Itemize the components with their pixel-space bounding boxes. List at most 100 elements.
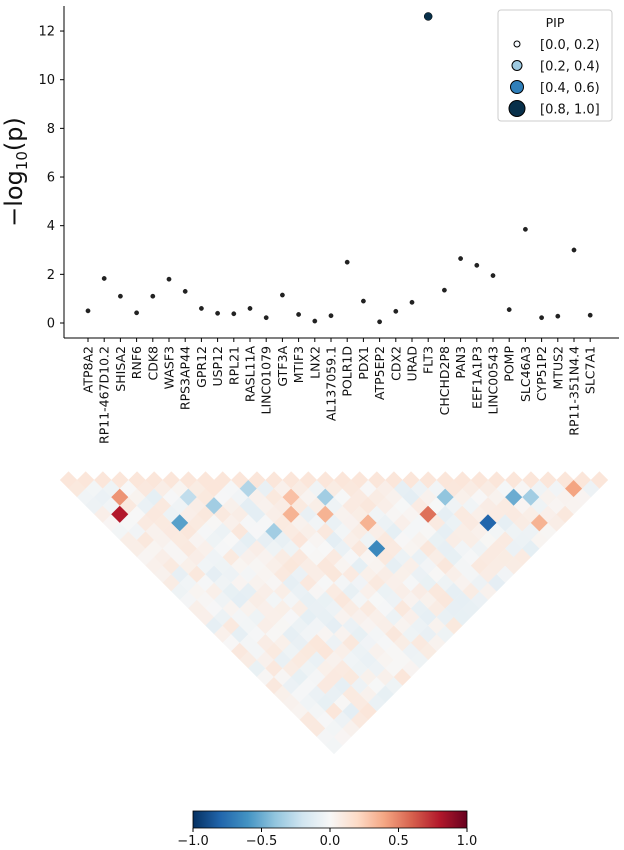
data-point	[263, 315, 269, 320]
data-point	[587, 312, 593, 318]
data-point	[361, 298, 366, 304]
x-tick-label: ATP8A2	[81, 346, 96, 393]
x-tick-label: WASF3	[162, 346, 177, 389]
data-point	[296, 312, 301, 317]
x-tick-label: CYP51P2	[534, 346, 549, 401]
y-tick-label: 4	[47, 219, 55, 234]
y-tick-label: 6	[47, 171, 55, 186]
data-point	[150, 293, 156, 299]
x-tick-label: ATP5EP2	[372, 346, 387, 400]
y-tick-label: 10	[38, 73, 55, 88]
legend-label: [0.0, 0.2)	[540, 38, 600, 53]
data-point	[458, 256, 463, 261]
x-tick-label: POLR1D	[340, 346, 355, 397]
y-axis-label: −log10(p)	[0, 117, 31, 227]
x-tick-label: SLC7A1	[583, 346, 598, 394]
y-ticks: 0 2 4 6 8 10 12	[38, 25, 64, 332]
colorbar-tick-label: 0.0	[320, 834, 341, 849]
legend-title: PIP	[546, 15, 565, 30]
data-point	[393, 308, 399, 314]
colorbar: −1.0 −0.5 0.0 0.5 1.0	[177, 810, 477, 849]
x-tick-label: RNF6	[129, 346, 144, 379]
data-point	[312, 318, 318, 324]
data-point	[490, 273, 496, 278]
legend-marker	[510, 80, 524, 94]
data-point	[247, 306, 253, 311]
data-point	[571, 247, 577, 253]
colorbar-tick-label: 0.5	[388, 834, 409, 849]
data-point	[328, 313, 334, 319]
data-point	[101, 276, 107, 281]
y-tick-label: 2	[47, 268, 55, 283]
x-tick-label: FLT3	[421, 346, 436, 374]
data-point	[231, 311, 237, 317]
x-tick-label: RP11-467D10.2	[97, 346, 112, 444]
data-point	[474, 262, 480, 268]
x-tick-label: PAN3	[453, 346, 468, 379]
legend-label: [0.2, 0.4)	[540, 60, 600, 75]
data-point	[85, 308, 91, 314]
colorbar-tick-label: −0.5	[246, 834, 278, 849]
x-tick-label: CDX2	[388, 346, 403, 381]
data-point	[409, 299, 415, 305]
x-tick-label: CHCHD2P8	[437, 346, 452, 415]
data-point	[377, 319, 382, 325]
data-point	[199, 306, 204, 311]
legend-label: [0.4, 0.6)	[540, 81, 600, 96]
x-tick-label: MTUS2	[550, 346, 565, 389]
colorbar-tick-label: −1.0	[177, 834, 209, 849]
legend-box	[497, 9, 613, 122]
pip-legend: PIP [0.0, 0.2) [0.2, 0.4) [0.4, 0.6) [0.8, …	[497, 9, 613, 122]
x-tick-label: GTF3A	[275, 346, 290, 387]
y-tick-label: 8	[47, 122, 55, 137]
data-point	[134, 310, 139, 316]
x-tick-label: USP12	[210, 346, 225, 387]
legend-marker	[508, 100, 526, 117]
x-tick-label: RPS3AP44	[178, 346, 193, 410]
x-tick-label: LNX2	[307, 346, 322, 379]
x-tick-label: URAD	[405, 346, 420, 382]
legend-marker	[513, 40, 521, 48]
colorbar-tick-label: 1.0	[457, 834, 478, 849]
x-tick-label: EEF1A1P3	[469, 346, 484, 409]
x-tick-label: RASL11A	[243, 346, 258, 403]
data-point	[423, 12, 433, 21]
data-point	[166, 276, 172, 282]
x-tick-label: SHISA2	[113, 346, 128, 392]
data-point	[344, 259, 350, 265]
x-tick-label: POMP	[502, 346, 517, 382]
y-tick-label: 0	[47, 317, 55, 332]
y-tick-label: 12	[38, 25, 55, 40]
data-points	[85, 12, 593, 325]
legend-marker	[511, 60, 523, 71]
x-tick-label: RPL21	[226, 346, 241, 385]
data-point	[442, 287, 447, 293]
data-point	[182, 289, 188, 294]
ld-heatmap	[59, 471, 609, 755]
x-ticks: ATP8A2 RP11-467D10.2 SHISA2 RNF6 CDK8 WASF3 RP…	[81, 338, 598, 444]
data-point	[506, 307, 512, 312]
x-tick-label: LINC00543	[486, 346, 501, 415]
x-tick-label: CDK8	[145, 346, 160, 381]
data-point	[215, 310, 220, 316]
x-tick-label: LINC01079	[259, 346, 274, 415]
x-tick-label: GPR12	[194, 346, 209, 388]
x-tick-label: MTIF3	[291, 346, 306, 383]
data-point	[539, 315, 544, 320]
data-point	[280, 292, 285, 298]
data-point	[118, 293, 123, 299]
data-point	[555, 313, 561, 319]
x-tick-label: AL137059.1	[324, 346, 339, 421]
heatmap-cell	[590, 471, 609, 489]
legend-label: [0.8, 1.0]	[540, 103, 600, 118]
colorbar-gradient	[192, 810, 468, 829]
colorbar-ticks: −1.0 −0.5 0.0 0.5 1.0	[177, 828, 477, 849]
x-tick-label: RP11-351N4.4	[567, 346, 582, 436]
data-point	[523, 226, 528, 232]
heatmap-cells	[59, 471, 609, 755]
x-tick-label: PDX1	[356, 346, 371, 380]
legend-entries: [0.0, 0.2) [0.2, 0.4) [0.4, 0.6) [0.8, 1.0]	[508, 38, 600, 118]
x-tick-label: SLC46A3	[518, 346, 533, 402]
